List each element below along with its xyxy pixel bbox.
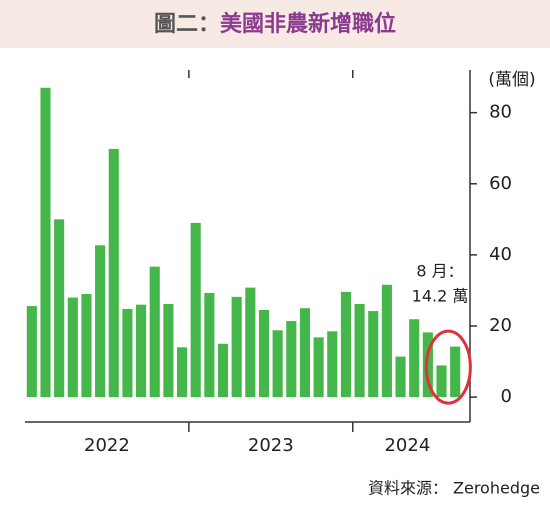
bar: [395, 356, 406, 398]
bar: [163, 303, 174, 398]
title-band: [0, 0, 550, 48]
bar: [327, 331, 338, 398]
y-tick-label: 60: [489, 173, 512, 194]
bar: [108, 148, 119, 398]
bar: [286, 321, 297, 398]
x-tick-label: 2024: [384, 435, 430, 456]
bar: [450, 346, 461, 398]
y-tick-label: 20: [489, 315, 512, 336]
y-axis-label: (萬個): [488, 70, 535, 90]
bar: [67, 297, 78, 398]
bar: [368, 311, 379, 398]
title-text: 美國非農新增職位: [220, 11, 396, 37]
bar: [381, 284, 392, 398]
bar: [176, 347, 188, 398]
bar: [231, 296, 242, 398]
bar: [258, 310, 270, 398]
y-tick-label: 0: [501, 386, 512, 407]
bar: [299, 308, 311, 398]
bar: [204, 292, 215, 398]
annotation: 14.2 萬: [412, 287, 469, 306]
y-tick-label: 80: [489, 102, 512, 123]
chart-title: 圖二：美國非農新增職位: [154, 11, 396, 37]
bar: [272, 330, 283, 398]
bar: [26, 306, 37, 398]
bar: [81, 294, 92, 398]
bar: [54, 219, 65, 398]
x-tick-label: 2023: [248, 435, 294, 456]
bar: [313, 337, 324, 398]
bar: [217, 343, 229, 398]
y-tick-label: 40: [489, 244, 512, 265]
bar: [149, 266, 160, 398]
x-tick-label: 2022: [84, 435, 130, 456]
bar: [95, 245, 106, 398]
highlight-circle: [424, 329, 472, 405]
bar: [136, 304, 147, 398]
bar: [409, 319, 420, 398]
annotation: 8 月：: [416, 262, 463, 281]
bar: [40, 87, 51, 398]
source: 資料來源： Zerohedge: [368, 479, 540, 498]
bar: [245, 287, 256, 398]
bar: [340, 291, 351, 398]
bar: [436, 365, 447, 398]
figure-label: 圖二：: [154, 12, 220, 37]
bar: [122, 308, 133, 398]
bar: [190, 222, 201, 398]
bar: [354, 303, 365, 398]
